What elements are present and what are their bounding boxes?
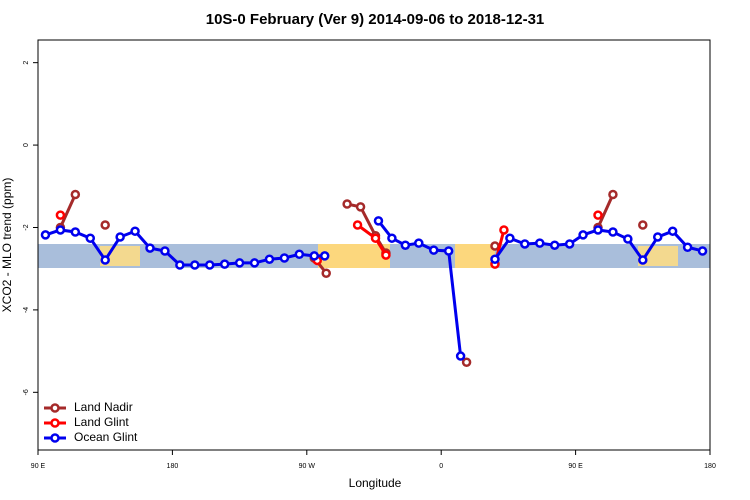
x-tick-label: 90 W: [299, 463, 316, 470]
point: [319, 251, 330, 261]
point: [70, 189, 81, 200]
legend-marker: [50, 418, 60, 428]
point: [499, 225, 509, 235]
point: [264, 254, 275, 264]
legend-label: Land Nadir: [74, 400, 133, 414]
point: [40, 230, 51, 240]
x-tick-label: 90 E: [568, 463, 583, 470]
y-tick-label: 2: [23, 61, 30, 65]
point: [85, 233, 96, 243]
point: [490, 254, 500, 264]
point: [387, 233, 397, 243]
point: [461, 357, 472, 367]
point: [342, 199, 352, 209]
point: [682, 242, 693, 253]
y-axis-label: XCO2 - MLO trend (ppm): [0, 178, 14, 313]
point: [373, 216, 384, 226]
point: [115, 232, 125, 242]
x-tick-label: 180: [167, 463, 179, 470]
point: [55, 225, 66, 235]
legend-marker: [50, 433, 60, 443]
point: [667, 226, 678, 236]
point: [608, 189, 618, 200]
point: [520, 239, 530, 249]
point: [294, 249, 305, 260]
point: [100, 255, 110, 265]
point: [608, 227, 618, 237]
point: [219, 259, 230, 269]
x-axis-label: Longitude: [349, 476, 402, 490]
x-tick-label: 0: [439, 463, 443, 470]
point: [593, 210, 603, 220]
point: [70, 227, 81, 237]
point: [455, 351, 466, 361]
point: [535, 238, 545, 248]
map-band: [38, 244, 710, 268]
x-tick-label: 180: [704, 463, 716, 470]
point: [321, 268, 331, 278]
point: [490, 241, 500, 251]
point: [593, 225, 603, 235]
point: [638, 255, 648, 265]
point: [549, 240, 560, 250]
point: [160, 246, 170, 256]
point: [352, 220, 363, 230]
point: [145, 243, 155, 253]
point: [204, 260, 215, 270]
point: [130, 226, 140, 236]
point: [234, 258, 245, 268]
point: [100, 220, 110, 230]
point: [564, 239, 575, 249]
point: [309, 251, 320, 261]
point: [505, 233, 515, 243]
point: [697, 246, 708, 256]
point: [370, 233, 381, 243]
plot-frame: [37, 39, 711, 451]
point: [190, 260, 200, 270]
land-patch: [318, 244, 390, 268]
legend-label: Land Glint: [74, 415, 129, 429]
point: [414, 238, 424, 248]
y-tick-label: 0: [23, 143, 30, 147]
land-patch: [455, 244, 495, 268]
point: [428, 245, 439, 255]
point: [652, 232, 663, 242]
point: [249, 258, 260, 268]
point: [381, 250, 391, 260]
point: [175, 260, 185, 270]
point: [55, 210, 66, 220]
point: [443, 246, 454, 256]
point: [279, 253, 290, 263]
point: [638, 220, 648, 230]
legend-marker: [50, 403, 60, 413]
legend-label: Ocean Glint: [74, 430, 138, 444]
point: [355, 202, 366, 212]
point: [400, 240, 411, 250]
y-tick-label: -2: [23, 224, 30, 230]
chart-title: 10S-0 February (Ver 9) 2014-09-06 to 201…: [206, 11, 545, 28]
y-tick-label: -4: [23, 307, 30, 313]
point: [578, 230, 588, 240]
point: [623, 234, 633, 244]
y-tick-label: -6: [23, 389, 30, 395]
x-tick-label: 90 E: [31, 463, 46, 470]
